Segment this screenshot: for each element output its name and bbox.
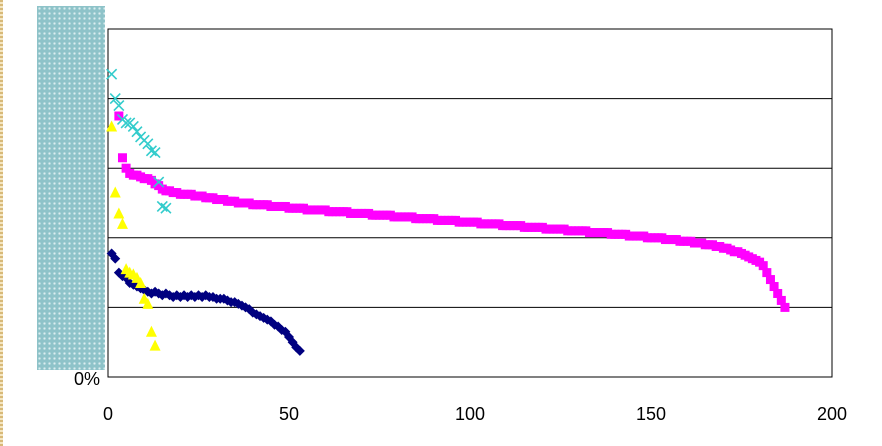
hatch-panel [37,6,105,370]
square-marker [117,153,127,163]
x-marker [131,126,143,138]
triangle-marker [135,277,147,289]
y-tick-label-0: 0% [74,369,100,389]
square-marker [780,302,790,312]
diamond-marker [121,272,132,283]
x-marker [127,120,139,133]
diamond-marker [294,345,305,356]
x-tick-label: 0 [103,404,113,424]
square-marker [773,288,783,298]
square-marker [769,282,779,292]
x-tick-label: 150 [636,404,666,424]
x-marker [113,99,125,112]
plot-area-frame [107,28,833,378]
triangle-marker [145,325,157,337]
x-tick-label: 200 [817,404,847,424]
x-marker [160,202,172,214]
triangle-marker [106,120,118,132]
x-marker [156,200,168,213]
x-marker [149,146,161,159]
triangle-marker [116,217,128,229]
square-marker [758,261,768,271]
x-marker [120,117,132,129]
triangle-marker [149,339,161,351]
triangle-marker [113,207,125,219]
x-tick-label: 50 [279,404,299,424]
square-marker [121,163,131,173]
triangle-marker [142,297,154,309]
triangle-marker [109,186,121,198]
x-axis-tick-labels: 0 50 100 150 200 [103,404,847,424]
page-border [0,0,3,446]
x-marker [106,68,118,80]
x-marker [145,145,158,157]
diamond-marker [110,253,121,264]
square-marker [762,268,772,278]
square-marker [776,295,786,305]
x-marker [142,138,154,150]
square-marker [765,275,775,285]
series-markers [106,68,790,356]
horizontal-gridlines [108,98,832,308]
x-marker [153,176,165,188]
x-marker [109,93,121,105]
x-tick-label: 100 [455,404,485,424]
